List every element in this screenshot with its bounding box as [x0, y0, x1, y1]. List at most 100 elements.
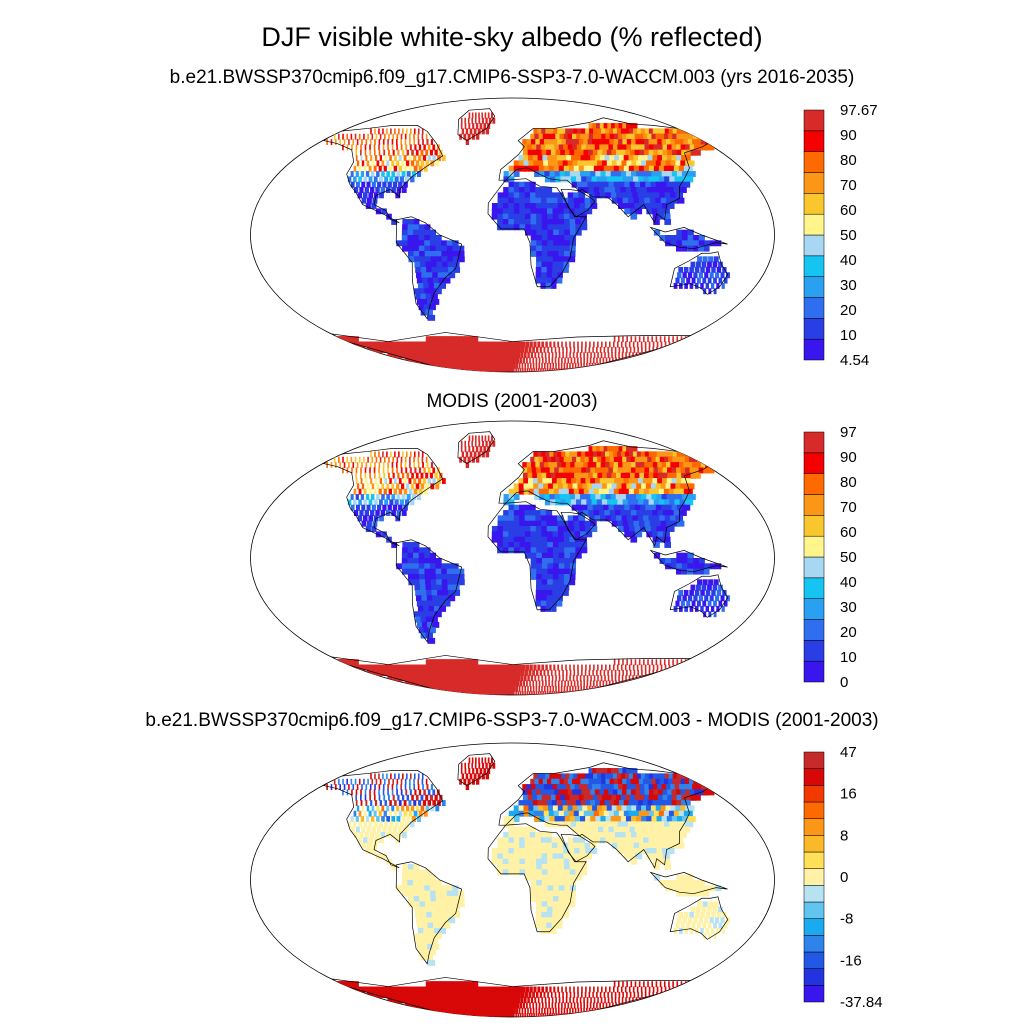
map-panel-1 [250, 97, 775, 373]
colorbar-swatch [803, 768, 825, 786]
colorbar-swatch [803, 213, 825, 236]
colorbar-swatch [803, 318, 825, 340]
coastline-africa [487, 178, 587, 288]
colorbar-swatch [803, 556, 825, 579]
colorbar-swatch [803, 885, 825, 903]
coastline-greenland [457, 108, 496, 142]
colorbar-swatch [803, 193, 825, 215]
coastline-northAmerica [323, 448, 444, 547]
colorbar-swatch [803, 851, 825, 869]
main-title: DJF visible white-sky albedo (% reflecte… [261, 22, 763, 52]
colorbar-label: 50 [840, 549, 857, 566]
colorbar-label: 10 [840, 649, 857, 666]
colorbar-swatch [803, 494, 825, 516]
colorbar-swatch [803, 535, 825, 558]
coastlines [308, 108, 729, 372]
coastline-antarctica [308, 653, 710, 695]
colorbar-label: 0 [840, 674, 848, 691]
colorbar-swatch [803, 640, 825, 662]
colorbar-label: 60 [840, 524, 857, 541]
coastline-antarctica [308, 975, 710, 1017]
colorbar-panel-3: 47 16 8 0 -8 -16 -37.84 [803, 746, 883, 1011]
colorbar-label: 0 [840, 869, 848, 886]
colorbar-swatch [803, 801, 825, 819]
colorbar-label: 10 [840, 327, 857, 344]
coastline-northAmerica [323, 125, 444, 224]
colorbar-swatch [803, 515, 825, 537]
coastline-eurasia [498, 440, 714, 547]
coastline-africa [487, 501, 587, 611]
colorbar-swatch [803, 935, 825, 953]
colorbar-label: 97.67 [840, 104, 878, 119]
coastline-arabia [560, 188, 596, 218]
colorbar-swatch [803, 918, 825, 936]
coastline-antarctica [308, 330, 710, 372]
colorbar-label: 90 [840, 449, 857, 466]
colorbar-label: 40 [840, 252, 857, 269]
colorbar-swatch [803, 255, 825, 277]
coastline-greenland [457, 753, 496, 787]
colorbar-panel-1: 97.67 90 80 70 60 50 40 30 20 10 4.54 [803, 104, 878, 369]
colorbar-swatch [803, 338, 825, 361]
colorbar-label: 60 [840, 202, 857, 219]
coastline-southAmerica [395, 861, 463, 965]
coastline-indonesia [649, 871, 728, 895]
colorbar-swatch [803, 172, 825, 194]
colorbar-swatch [803, 868, 825, 886]
colorbar-swatch [803, 297, 825, 319]
colorbar-swatch [803, 660, 825, 683]
colorbar-label: 70 [840, 499, 857, 516]
colorbar-label: 8 [840, 827, 848, 844]
colorbar-swatch [803, 452, 825, 474]
colorbar-panel-2: 97 90 80 70 60 50 40 30 20 10 0 [803, 426, 857, 691]
colorbar-label: -16 [840, 952, 862, 969]
coastline-australia [669, 896, 729, 940]
colorbar-swatch [803, 835, 825, 853]
colorbar-label: 70 [840, 177, 857, 194]
coastline-indonesia [649, 226, 728, 250]
colorbar-label: 97 [840, 426, 857, 441]
colorbar-swatch [803, 130, 825, 152]
colorbar-swatch [803, 431, 825, 454]
colorbar-swatch [803, 598, 825, 620]
colorbar-label: 47 [840, 746, 857, 761]
colorbar-swatch [803, 751, 825, 769]
coastline-eurasia [498, 117, 714, 224]
colorbar-swatch [803, 234, 825, 257]
colorbar-swatch [803, 151, 825, 173]
colorbar-label: 80 [840, 152, 857, 169]
panel-3-title: b.e21.BWSSP370cmip6.f09_g17.CMIP6-SSP3-7… [145, 710, 879, 731]
colorbar-label: 16 [840, 786, 857, 803]
coastline-africa [487, 823, 587, 933]
map-grid-cells [326, 435, 730, 695]
colorbar-swatch [803, 577, 825, 599]
colorbar-label: -37.84 [840, 994, 883, 1011]
coastline-northAmerica [323, 770, 444, 869]
colorbar-swatch [803, 619, 825, 641]
colorbar-label: 40 [840, 574, 857, 591]
colorbar-label: 30 [840, 599, 857, 616]
coastlines [308, 753, 729, 1017]
panel-1-title: b.e21.BWSSP370cmip6.f09_g17.CMIP6-SSP3-7… [169, 67, 855, 88]
coastlines [308, 431, 729, 695]
coastline-southAmerica [395, 216, 463, 320]
panel-2-title: MODIS (2001-2003) [426, 391, 598, 412]
colorbar-label: 30 [840, 277, 857, 294]
colorbar-label: 90 [840, 127, 857, 144]
coastline-eurasia [498, 762, 714, 869]
colorbar-swatch [803, 901, 825, 919]
colorbar-swatch [803, 968, 825, 986]
coastline-indonesia [649, 549, 728, 573]
colorbar-swatch [803, 818, 825, 836]
colorbar-swatch [803, 785, 825, 803]
colorbar-label: 80 [840, 474, 857, 491]
coastline-arabia [560, 511, 596, 541]
colorbar-label: -8 [840, 911, 853, 928]
colorbar-swatch [803, 951, 825, 969]
map-panel-2 [250, 420, 775, 696]
colorbar-swatch [803, 109, 825, 132]
coastline-arabia [560, 833, 596, 863]
colorbar-swatch [803, 276, 825, 298]
coastline-southAmerica [395, 539, 463, 643]
colorbar-label: 50 [840, 227, 857, 244]
